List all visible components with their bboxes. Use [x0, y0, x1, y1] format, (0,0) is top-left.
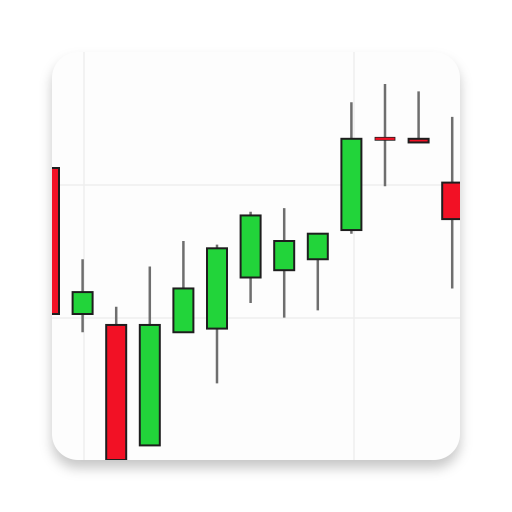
candle — [374, 84, 396, 187]
candle — [306, 232, 329, 311]
candle-body — [52, 167, 60, 315]
candle-body — [340, 137, 363, 232]
candle-body — [374, 136, 396, 141]
candle-body — [441, 181, 460, 221]
candle — [273, 208, 296, 318]
candle-body — [273, 240, 296, 272]
candle — [52, 167, 60, 315]
candle — [138, 266, 161, 447]
candle — [206, 244, 228, 384]
candle — [105, 306, 128, 460]
candle — [172, 241, 195, 334]
candle-body — [206, 247, 228, 330]
candle-body — [172, 287, 195, 334]
candle-body — [239, 214, 262, 279]
candle — [239, 211, 262, 304]
candle-body — [407, 137, 430, 144]
candle — [407, 91, 430, 144]
candle — [71, 259, 94, 333]
candle — [340, 102, 363, 234]
candle — [441, 116, 460, 289]
plot-area — [52, 52, 460, 460]
candle-body — [306, 232, 329, 261]
candle-body — [138, 323, 161, 447]
candle-body — [71, 291, 94, 316]
candle-body — [105, 323, 128, 460]
